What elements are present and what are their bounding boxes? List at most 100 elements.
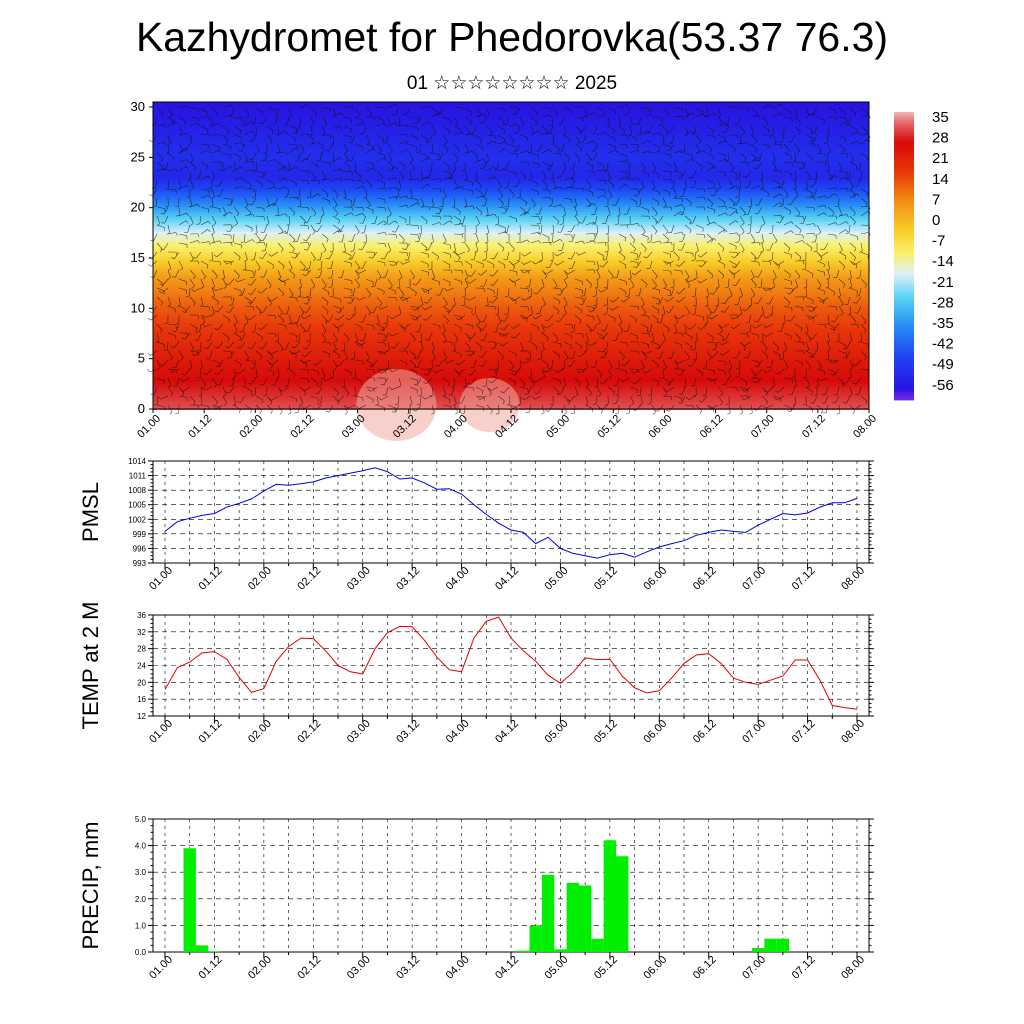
wind-barb: [244, 213, 253, 217]
wind-barb: [816, 359, 822, 367]
wind-barb-flag: [802, 240, 805, 244]
wind-barb-flag: [285, 213, 288, 217]
wind-barb-flag: [510, 279, 513, 283]
wind-barb: [562, 215, 565, 224]
wind-barb: [431, 233, 434, 242]
wind-barb-flag: [260, 276, 264, 278]
wind-barb: [167, 116, 175, 123]
x-tick-label: 02.12: [295, 718, 323, 746]
wind-barb: [464, 125, 471, 133]
wind-barb-flag: [692, 304, 697, 307]
wind-barb: [585, 359, 588, 368]
wind-barb-flag: [810, 247, 813, 252]
x-tick-label: 05.12: [592, 718, 620, 746]
wind-barb: [277, 143, 280, 152]
wind-barb: [365, 287, 371, 295]
wind-barb-flag: [648, 108, 651, 112]
colorbar-segment: [894, 350, 914, 353]
wind-barb-flag: [697, 280, 701, 284]
wind-barb-flag: [626, 224, 629, 229]
wind-barb-flag: [285, 178, 288, 182]
wind-barb-flag: [591, 166, 594, 170]
wind-barb-flag: [557, 393, 561, 395]
wind-barb: [791, 386, 796, 395]
wind-barb: [343, 386, 350, 394]
wind-barb: [838, 116, 847, 119]
wind-barb-flag: [240, 241, 245, 243]
wind-barb: [398, 161, 406, 167]
wind-barb-flag: [494, 341, 497, 346]
wind-barb: [736, 350, 741, 359]
wind-barb-flag: [557, 221, 560, 225]
wind-barb-flag: [252, 169, 255, 174]
wind-barb-flag: [167, 268, 172, 271]
wind-barb: [471, 269, 477, 277]
wind-barb: [706, 269, 714, 276]
wind-barb-flag: [769, 104, 772, 109]
wind-barb-flag: [348, 166, 351, 171]
wind-barb: [178, 116, 186, 122]
wind-barb: [438, 107, 444, 116]
wind-barb-flag: [448, 166, 450, 170]
wind-barb-flag: [835, 215, 838, 220]
wind-barb-flag: [835, 306, 838, 310]
wind-barb: [233, 161, 237, 170]
wind-barb: [200, 314, 205, 323]
wind-barb-flag: [147, 369, 150, 373]
wind-barb: [420, 224, 422, 234]
wind-barb: [816, 287, 825, 292]
wind-barb: [321, 161, 330, 164]
wind-barb: [860, 188, 869, 194]
wind-barb: [549, 161, 554, 170]
wind-barb-flag: [312, 363, 317, 366]
wind-barb-flag: [446, 149, 449, 154]
colorbar-label: -42: [932, 336, 954, 353]
wind-barb-flag: [480, 347, 483, 351]
wind-barb-flag: [787, 141, 792, 143]
wind-barb-flag: [839, 249, 843, 253]
wind-barb-flag: [261, 337, 263, 341]
x-tick-label: 04.12: [493, 718, 521, 746]
wind-barb: [222, 241, 231, 244]
wind-barb: [288, 287, 294, 296]
y-tick-label: 1005: [128, 501, 146, 510]
wind-barb: [416, 116, 422, 125]
wind-barb: [761, 350, 769, 357]
wind-barb: [376, 341, 385, 344]
wind-barb-flag: [675, 321, 679, 325]
wind-barb: [428, 332, 433, 341]
wind-barb-flag: [489, 284, 494, 286]
wind-barb-flag: [455, 317, 459, 321]
wind-barb: [277, 166, 285, 172]
wind-barb-flag: [713, 112, 717, 116]
wind-barb: [351, 152, 356, 161]
wind-barb: [343, 287, 352, 291]
heatmap-band: [153, 242, 869, 245]
wind-barb: [646, 251, 653, 259]
wind-barb: [200, 404, 209, 407]
wind-barb: [254, 323, 257, 332]
wind-barb: [816, 116, 825, 121]
wind-barb-flag: [303, 266, 306, 270]
wind-barb: [439, 287, 444, 296]
wind-barb: [332, 305, 341, 309]
wind-barb: [700, 251, 708, 258]
wind-barb-flag: [223, 213, 227, 217]
wind-barb: [337, 395, 345, 402]
wind-barb-flag: [311, 124, 315, 127]
wind-barb: [442, 395, 451, 400]
wind-barb: [805, 188, 813, 194]
wind-barb: [319, 269, 323, 278]
wind-barb-flag: [426, 139, 429, 143]
wind-barb-flag: [280, 312, 283, 316]
wind-barb: [380, 395, 389, 401]
wind-barb-flag: [180, 150, 184, 154]
wind-barb-flag: [670, 250, 674, 253]
wind-barb: [838, 287, 841, 296]
wind-barb: [420, 296, 424, 305]
wind-barb: [266, 296, 272, 304]
wind-barb: [233, 314, 238, 323]
wind-barb-flag: [835, 222, 838, 226]
wind-barb: [508, 350, 517, 355]
wind-barb-flag: [787, 149, 790, 154]
